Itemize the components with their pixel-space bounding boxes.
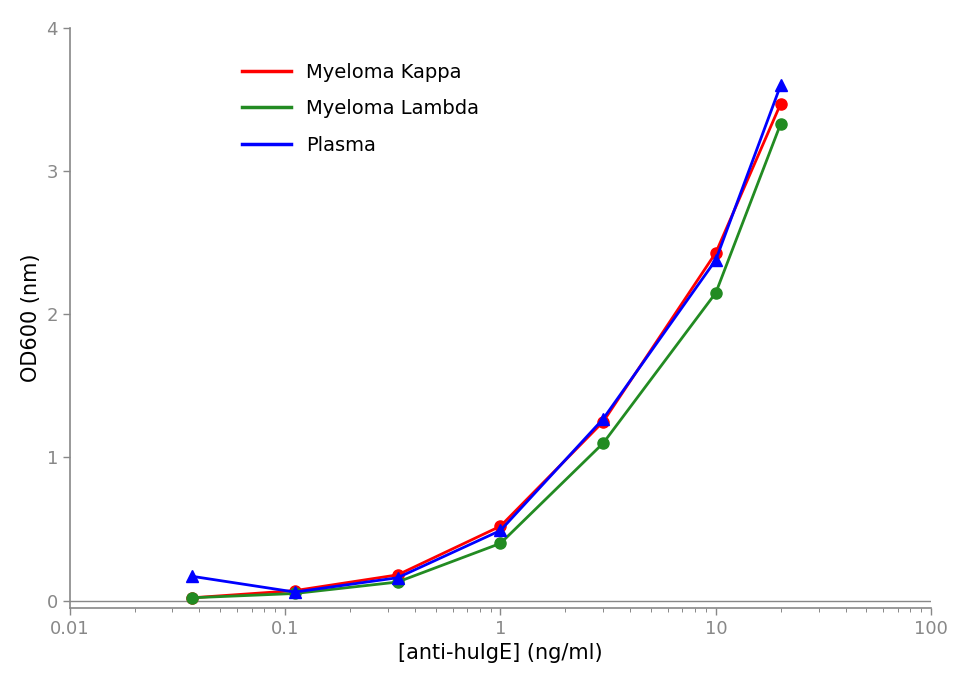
Myeloma Lambda xyxy=(494,539,506,547)
Myeloma Kappa xyxy=(186,594,198,602)
Plasma xyxy=(494,527,506,535)
Myeloma Kappa xyxy=(289,586,300,594)
Myeloma Lambda xyxy=(289,590,300,598)
X-axis label: [anti-huIgE] (ng/ml): [anti-huIgE] (ng/ml) xyxy=(398,643,603,663)
Myeloma Kappa xyxy=(710,248,722,256)
Plasma xyxy=(710,256,722,264)
Plasma xyxy=(289,588,300,596)
Line: Myeloma Kappa: Myeloma Kappa xyxy=(186,98,786,603)
Plasma xyxy=(391,574,403,582)
Myeloma Lambda xyxy=(710,289,722,297)
Plasma xyxy=(186,573,198,581)
Line: Myeloma Lambda: Myeloma Lambda xyxy=(186,118,786,603)
Myeloma Lambda xyxy=(186,594,198,602)
Legend: Myeloma Kappa, Myeloma Lambda, Plasma: Myeloma Kappa, Myeloma Lambda, Plasma xyxy=(234,55,487,163)
Plasma xyxy=(598,415,610,423)
Myeloma Kappa xyxy=(494,522,506,530)
Y-axis label: OD600 (nm): OD600 (nm) xyxy=(20,254,41,382)
Myeloma Lambda xyxy=(598,439,610,447)
Myeloma Kappa xyxy=(598,417,610,425)
Myeloma Kappa xyxy=(775,100,787,108)
Line: Plasma: Plasma xyxy=(186,79,786,598)
Plasma xyxy=(775,81,787,89)
Myeloma Lambda xyxy=(391,578,403,586)
Myeloma Kappa xyxy=(391,570,403,579)
Myeloma Lambda xyxy=(775,120,787,128)
